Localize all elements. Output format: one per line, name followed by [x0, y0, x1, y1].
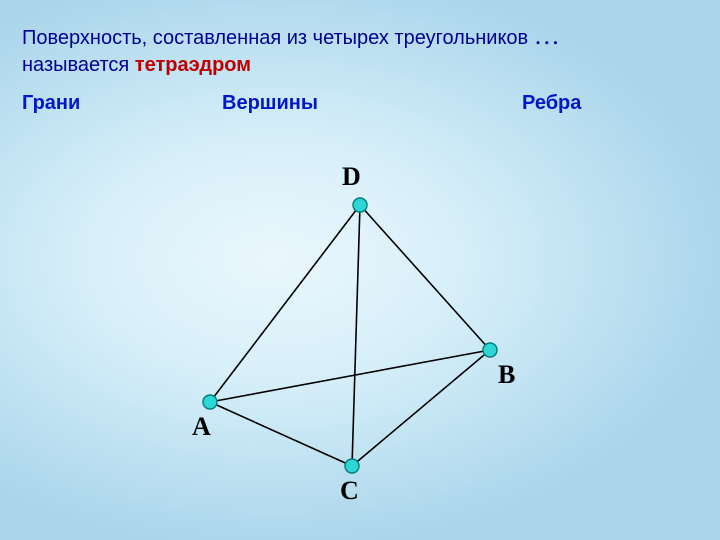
edge-C-B — [352, 350, 490, 466]
edge-A-C — [210, 402, 352, 466]
vertex-C — [345, 459, 359, 473]
vertex-label-A: A — [192, 412, 211, 442]
edge-A-D — [210, 205, 360, 402]
vertex-label-D: D — [342, 162, 361, 192]
vertex-A — [203, 395, 217, 409]
edge-D-B — [360, 205, 490, 350]
edge-A-B — [210, 350, 490, 402]
tetrahedron-diagram — [0, 0, 720, 540]
edge-D-C — [352, 205, 360, 466]
vertex-label-B: B — [498, 360, 515, 390]
vertex-B — [483, 343, 497, 357]
vertex-label-C: C — [340, 476, 359, 506]
vertex-D — [353, 198, 367, 212]
